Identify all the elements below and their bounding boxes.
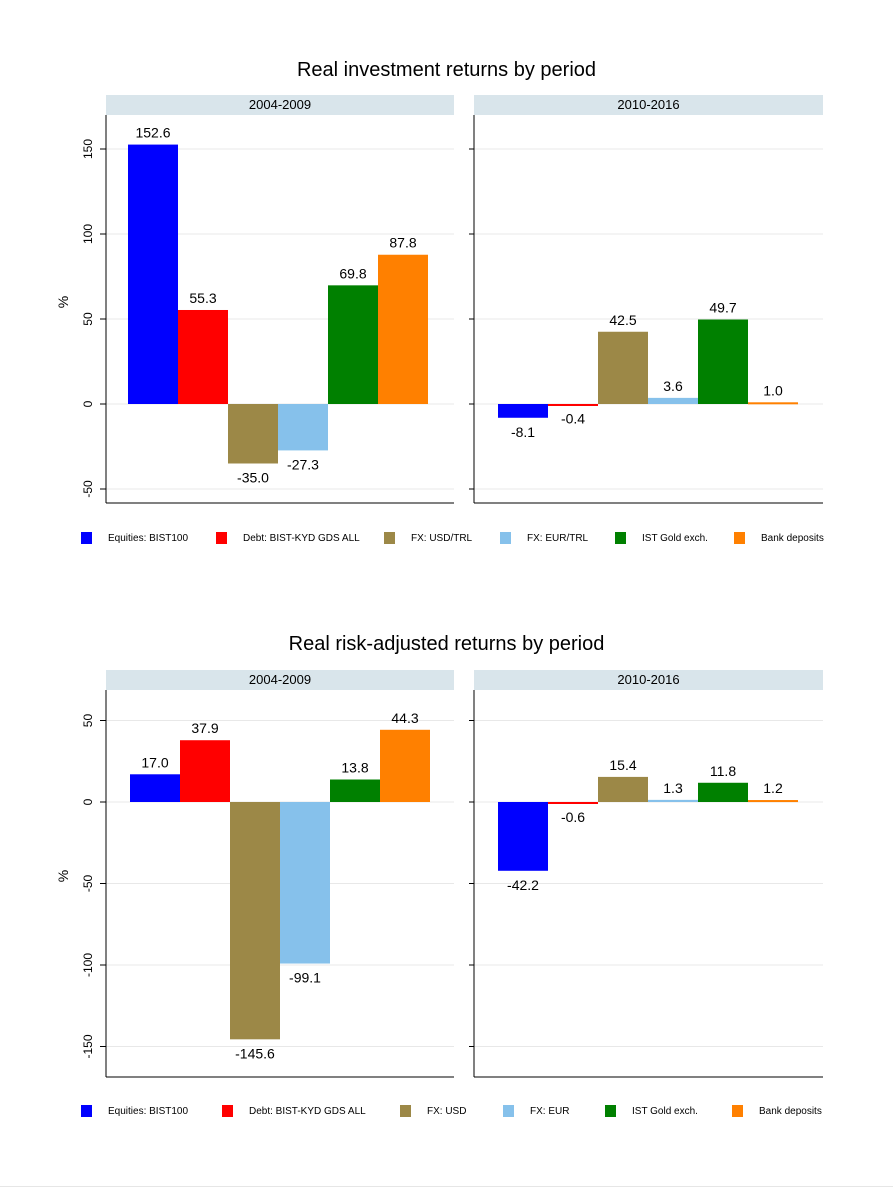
bar — [498, 802, 548, 871]
bar — [598, 331, 648, 404]
figure-1-panel-header-right: 2010-2016 — [474, 95, 823, 115]
figure-1-chart: -50050100150152.655.3-35.0-27.369.887.8-… — [81, 115, 823, 504]
legend-swatch — [615, 532, 626, 544]
legend-label: Debt: BIST-KYD GDS ALL — [243, 533, 360, 544]
legend-label: Bank deposits — [761, 533, 824, 544]
figure-2-title: Real risk-adjusted returns by period — [288, 633, 605, 655]
bar — [748, 402, 798, 405]
legend-label: Equities: BIST100 — [108, 533, 189, 544]
bar — [598, 776, 648, 802]
data-label: 87.8 — [389, 235, 416, 251]
legend-label: Debt: BIST-KYD GDS ALL — [249, 1106, 366, 1117]
data-label: 13.8 — [341, 760, 368, 776]
data-label: 55.3 — [189, 290, 216, 306]
data-label: 69.8 — [339, 265, 366, 281]
bar — [130, 774, 180, 802]
data-label: -99.1 — [289, 970, 321, 986]
data-label: 1.2 — [763, 780, 783, 796]
figure-2-panel-header-left: 2004-2009 — [106, 670, 454, 690]
panel-2010-2016: -8.1 -0.4 42.5 3.6 49.7 1.0 — [469, 115, 823, 504]
data-label: 17.0 — [141, 754, 168, 770]
data-label: 44.3 — [391, 710, 418, 726]
data-label: 37.9 — [191, 720, 218, 736]
data-label: 15.4 — [609, 757, 636, 773]
legend-label: FX: USD/TRL — [411, 533, 473, 544]
legend-label: FX: EUR — [530, 1106, 570, 1117]
bar — [698, 782, 748, 802]
bar — [178, 309, 228, 404]
page-bottom-divider — [0, 1186, 893, 1187]
bar — [280, 802, 330, 964]
y-tick-label: 150 — [81, 139, 95, 159]
y-tick-label: 100 — [81, 224, 95, 244]
bar — [378, 254, 428, 404]
legend-label: Equities: BIST100 — [108, 1106, 189, 1117]
figure-2-panel-header-right: 2010-2016 — [474, 670, 823, 690]
bar — [648, 799, 698, 802]
legend-label: Bank deposits — [759, 1106, 822, 1117]
bar — [330, 779, 380, 802]
figure-1-panel-header-left: 2004-2009 — [106, 95, 454, 115]
legend-swatch — [732, 1105, 743, 1117]
data-label: 1.0 — [763, 382, 783, 398]
data-label: -145.6 — [235, 1045, 275, 1061]
figure-1-title: Real investment returns by period — [296, 59, 597, 81]
bar — [328, 285, 378, 404]
bar — [228, 404, 278, 464]
legend-swatch — [81, 1105, 92, 1117]
panel-2004-2009: -150 -100 -50 0 50 17.0 37.9 -145.6 -99.1 13.8 44.… — [81, 690, 454, 1078]
legend-swatch — [734, 532, 745, 544]
legend-swatch — [384, 532, 395, 544]
legend-swatch — [400, 1105, 411, 1117]
y-tick-label: -50 — [81, 875, 95, 893]
data-label: -0.4 — [561, 411, 585, 427]
legend-swatch — [216, 532, 227, 544]
panel-2004-2009: -50 0 50 100 150 152.6 55.3 -35.0 -27.3 69.8 87.8 — [81, 115, 454, 504]
y-tick-label: 0 — [81, 400, 95, 407]
y-tick-label: -150 — [81, 1034, 95, 1058]
data-label: 42.5 — [609, 312, 636, 328]
data-label: -27.3 — [287, 456, 319, 472]
y-tick-label: 50 — [81, 312, 95, 326]
figure-1-legend: Equities: BIST100 Debt: BIST-KYD GDS ALL F… — [0, 530, 893, 548]
bar — [128, 144, 178, 404]
y-tick-label: 0 — [81, 798, 95, 805]
bar — [748, 800, 798, 803]
legend-swatch — [222, 1105, 233, 1117]
data-label: 49.7 — [709, 300, 736, 316]
bar — [548, 802, 598, 804]
legend-label: IST Gold exch. — [642, 533, 708, 544]
legend-label: FX: USD — [427, 1106, 467, 1117]
bar — [548, 404, 598, 406]
legend-label: IST Gold exch. — [632, 1106, 698, 1117]
legend-swatch — [81, 532, 92, 544]
data-label: 1.3 — [663, 780, 683, 796]
legend-swatch — [605, 1105, 616, 1117]
bar — [278, 404, 328, 451]
y-tick-label: -100 — [81, 953, 95, 977]
figure-2-legend: Equities: BIST100 Debt: BIST-KYD GDS ALL F… — [0, 1103, 893, 1121]
bar — [648, 397, 698, 404]
legend-swatch — [503, 1105, 514, 1117]
data-label: -35.0 — [237, 470, 269, 486]
data-label: 3.6 — [663, 378, 683, 394]
bar — [230, 802, 280, 1040]
y-tick-label: 50 — [81, 714, 95, 728]
bar — [498, 404, 548, 418]
legend-swatch — [500, 532, 511, 544]
legend-label: FX: EUR/TRL — [527, 533, 589, 544]
data-label: -8.1 — [511, 424, 535, 440]
data-label: 152.6 — [135, 125, 170, 141]
data-label: -0.6 — [561, 809, 585, 825]
data-label: -42.2 — [507, 877, 539, 893]
data-label: 11.8 — [710, 763, 736, 779]
panel-2010-2016: -42.2 -0.6 15.4 1.3 11.8 1.2 — [469, 690, 823, 1078]
bar — [180, 740, 230, 802]
y-tick-label: -50 — [81, 480, 95, 498]
bar — [380, 729, 430, 802]
bar — [698, 319, 748, 404]
